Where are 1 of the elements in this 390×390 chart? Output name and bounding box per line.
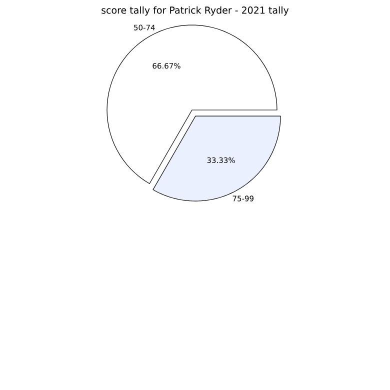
- chart-title: score tally for Patrick Ryder - 2021 tally: [102, 6, 289, 16]
